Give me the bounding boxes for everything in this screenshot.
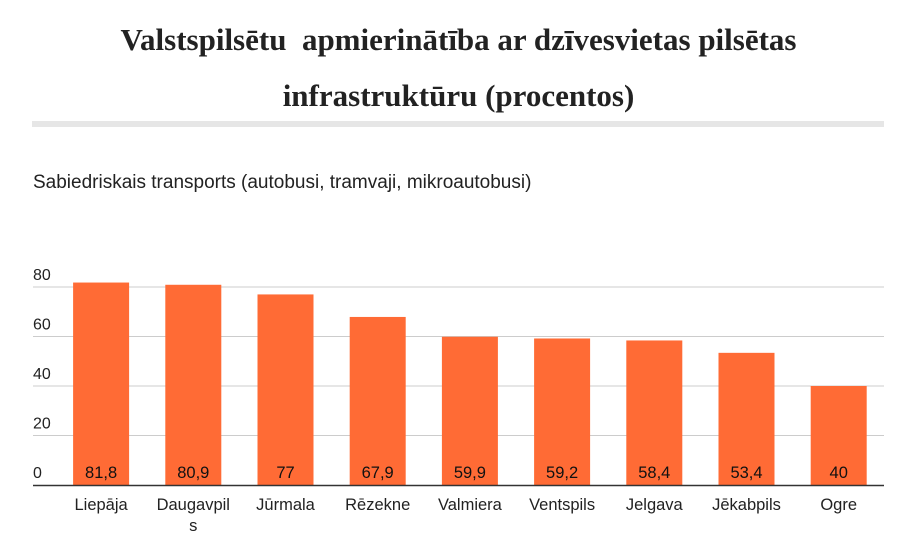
data-label: 81,8 [85,464,117,482]
y-tick-label: 0 [33,465,42,482]
bar [165,284,222,485]
y-tick-label: 60 [33,317,51,334]
data-label: 53,4 [730,464,762,482]
y-tick-label: 80 [33,267,51,284]
data-label: 80,9 [177,464,209,482]
data-label: 40 [830,464,848,482]
data-label: 67,9 [362,464,394,482]
x-tick-label: Jūrmala [256,496,316,514]
x-tick-label: Daugavpil [157,496,230,514]
bar [534,338,591,485]
bar [349,316,406,485]
data-label: 59,2 [546,464,578,482]
bar [718,352,775,485]
bar [626,340,683,485]
y-tick-label: 20 [33,416,51,433]
bar [810,386,867,485]
x-tick-label: Liepāja [74,496,128,514]
bar [441,336,498,485]
x-tick-label: s [189,517,197,535]
x-tick-label: Jelgava [626,496,684,514]
data-label: 58,4 [638,464,670,482]
x-tick-label: Ogre [820,496,857,514]
x-tick-label: Jēkabpils [712,496,781,514]
bar [73,282,130,485]
title-divider [32,121,884,127]
x-tick-label: Valmiera [438,496,503,514]
y-tick-label: 40 [33,366,51,383]
chart-subtitle: Sabiedriskais transports (autobusi, tram… [33,172,532,193]
bar [257,294,314,485]
chart-title-line-1: Valstspilsētu apmierinātība ar dzīvesvie… [120,22,797,57]
chart-title-line-2: infrastruktūru (procentos) [282,78,635,113]
data-label: 77 [276,464,294,482]
x-tick-label: Rēzekne [345,496,410,514]
x-tick-label: Ventspils [529,496,595,514]
chart-title: Valstspilsētu apmierinātība ar dzīvesvie… [0,12,917,124]
data-label: 59,9 [454,464,486,482]
